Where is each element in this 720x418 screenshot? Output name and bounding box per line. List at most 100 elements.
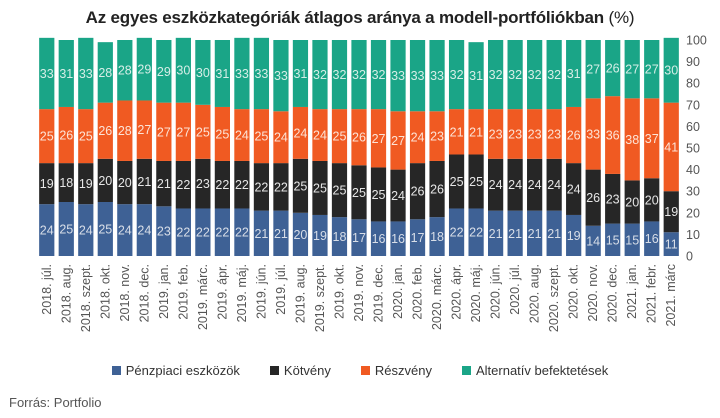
data-label: 18 (59, 176, 73, 190)
bar-segment (390, 169, 406, 222)
bar-segment (429, 111, 445, 161)
bar-segment (78, 204, 94, 256)
data-label: 21 (157, 177, 171, 191)
data-label: 24 (567, 183, 581, 197)
bar-segment (58, 40, 74, 107)
data-label: 31 (59, 67, 73, 81)
bar-segment (409, 219, 426, 256)
data-label: 26 (98, 124, 112, 138)
data-label: 26 (586, 191, 600, 205)
bar-segment (644, 98, 660, 179)
x-tick-label: 2019. jún. (254, 264, 268, 319)
data-label: 25 (79, 130, 93, 144)
data-label: 19 (79, 177, 93, 191)
bar-segment (234, 37, 250, 110)
bar-segment (488, 40, 504, 110)
data-label: 25 (293, 179, 307, 193)
legend-swatch (111, 366, 121, 375)
bar-segment (527, 40, 543, 110)
x-tick-label: 2019. okt. (332, 264, 346, 319)
bar-segment (214, 106, 230, 161)
data-label: 26 (430, 183, 444, 197)
bar-segment (292, 106, 309, 159)
bar-segment (644, 221, 660, 256)
bar-segment (78, 163, 94, 205)
data-label: 20 (625, 196, 639, 210)
bar-segment (292, 40, 309, 107)
bar-segment (273, 40, 289, 112)
x-tick-label: 2018. nov. (118, 264, 132, 321)
data-label: 26 (352, 131, 366, 145)
bar-segment (195, 40, 211, 105)
bar-segment (605, 173, 621, 224)
legend: Pénzpiaci eszközök Kötvény Részvény Alte… (0, 363, 720, 378)
data-label: 11 (665, 238, 678, 252)
x-tick-label: 2020. máj. (469, 264, 483, 322)
data-label: 27 (372, 132, 386, 146)
data-label: 32 (450, 68, 464, 82)
bar-segment (39, 163, 55, 205)
legend-item-money-market: Pénzpiaci eszközök (111, 363, 240, 378)
bar-segment (507, 109, 523, 159)
data-label: 21 (450, 125, 464, 139)
bar-segment (527, 109, 543, 159)
legend-label: Kötvény (283, 363, 331, 378)
y-tick-label: 90 (686, 55, 700, 69)
bar-segment (273, 163, 289, 211)
bar-segment (78, 109, 94, 164)
bar-segment (429, 40, 445, 112)
bar-segment (253, 109, 270, 164)
bar-segment (97, 102, 113, 159)
bar-segment (312, 109, 328, 161)
bar-segment (546, 158, 562, 211)
bar-segment (117, 40, 133, 101)
data-label: 32 (528, 68, 542, 82)
bar-segment (488, 158, 504, 211)
data-label: 19 (313, 229, 327, 243)
x-tick-label: 2018. júl. (40, 264, 54, 315)
bar-segment (331, 163, 348, 218)
x-tick-label: 2020. okt. (567, 264, 581, 319)
bar-segment (117, 160, 133, 205)
data-label: 41 (664, 140, 678, 154)
bar-segment (234, 160, 250, 209)
x-tick-label: 2019. júl. (274, 264, 288, 315)
bar-segment (136, 100, 152, 159)
x-tick-label: 2019. aug. (293, 264, 307, 323)
bar-segment (117, 204, 133, 256)
bar-segment (624, 223, 640, 256)
bar-segment (527, 158, 543, 211)
bar-segment (273, 210, 289, 256)
bar-segment (527, 210, 543, 256)
bar-segment (488, 109, 504, 159)
bar-segment (253, 37, 270, 110)
x-tick-label: 2021. jan. (625, 264, 639, 319)
x-tick-label: 2019. szept. (313, 264, 327, 332)
y-tick-label: 0 (686, 250, 693, 264)
bar-segment (292, 212, 309, 256)
bar-segment (97, 158, 113, 202)
bar-segment (331, 217, 348, 256)
data-label: 23 (547, 127, 561, 141)
bar-segment (156, 40, 172, 103)
bar-segment (507, 210, 523, 256)
data-label: 25 (372, 188, 386, 202)
data-label: 23 (528, 127, 542, 141)
data-label: 26 (411, 185, 425, 199)
x-tick-label: 2019. jan. (157, 264, 171, 319)
data-label: 21 (137, 175, 151, 189)
data-label: 17 (411, 231, 425, 245)
bar-segment (351, 219, 367, 256)
data-label: 16 (645, 232, 659, 246)
data-label: 21 (489, 227, 503, 241)
data-label: 25 (469, 175, 483, 189)
bar-segment (644, 40, 660, 99)
bar-segment (624, 98, 640, 181)
bar-segment (468, 42, 484, 110)
bar-segment (78, 37, 94, 110)
data-label: 18 (430, 230, 444, 244)
data-label: 25 (215, 127, 229, 141)
data-label: 37 (645, 132, 659, 146)
data-label: 23 (157, 225, 171, 239)
